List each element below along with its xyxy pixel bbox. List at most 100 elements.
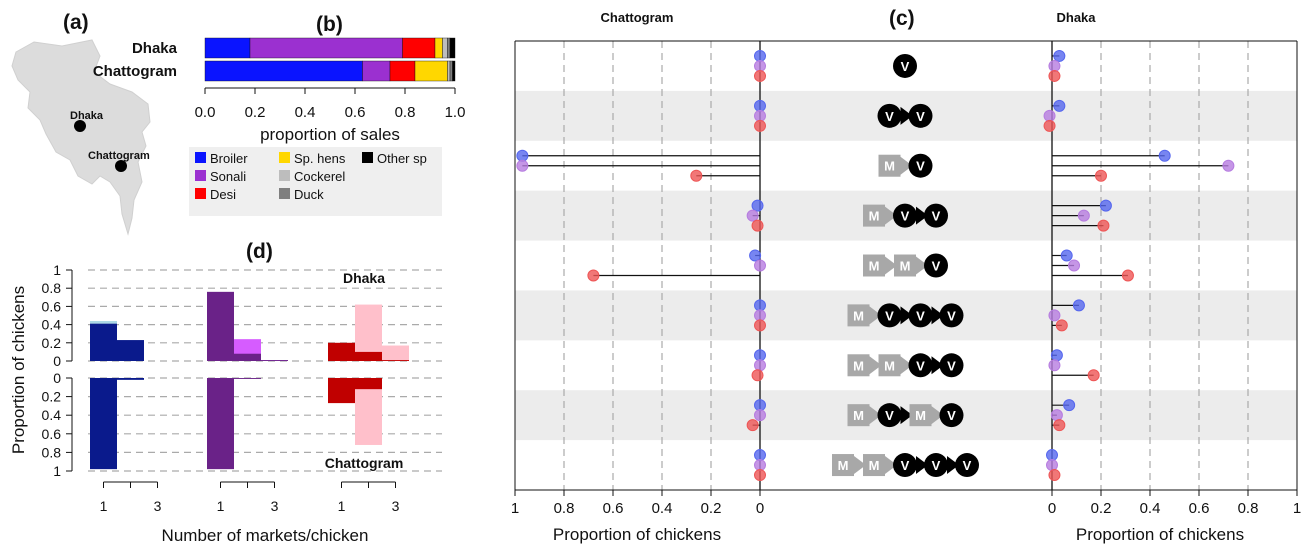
point-chattogram-sonali bbox=[754, 259, 766, 272]
vendor-node bbox=[908, 353, 933, 378]
y-tick-label-top: 0.2 bbox=[42, 335, 62, 351]
vendor-node-label: V bbox=[885, 109, 894, 124]
path-arrow-head bbox=[869, 406, 882, 425]
point-chattogram-desi bbox=[754, 469, 766, 482]
point-chattogram-sonali bbox=[754, 459, 766, 472]
x-tick-label: 3 bbox=[154, 498, 162, 514]
bar-chattogram-dark-desi bbox=[328, 378, 355, 404]
x-tick-label: 1.0 bbox=[445, 104, 466, 121]
vendor-node-label: V bbox=[885, 408, 894, 423]
point-chattogram-broiler bbox=[754, 399, 766, 412]
point-chattogram-desi bbox=[751, 369, 764, 382]
point-dhaka-desi bbox=[1087, 369, 1100, 382]
vendor-node bbox=[924, 253, 948, 278]
vendor-node bbox=[908, 153, 933, 178]
vendor-node bbox=[893, 203, 917, 228]
point-dhaka-desi bbox=[1053, 419, 1066, 432]
vendor-node bbox=[908, 303, 933, 328]
legend-swatch-desi bbox=[195, 188, 206, 199]
bar-segment-duck-dhaka bbox=[447, 37, 451, 59]
point-dhaka-broiler bbox=[1072, 299, 1085, 312]
panel-label-b: (b) bbox=[316, 13, 343, 36]
point-dhaka-sonali bbox=[1046, 459, 1058, 472]
path-arrow-head bbox=[869, 356, 882, 375]
point-dhaka-broiler bbox=[1158, 149, 1171, 162]
chattogram-city-label: Chattogram bbox=[88, 150, 150, 162]
point-chattogram-broiler bbox=[751, 199, 764, 212]
point-chattogram-desi bbox=[690, 169, 703, 182]
market-node bbox=[847, 304, 870, 327]
bar-segment-desi-chattogram bbox=[389, 60, 416, 82]
market-node bbox=[847, 404, 870, 427]
vendor-node-label: V bbox=[932, 259, 941, 274]
point-dhaka-broiler bbox=[1099, 199, 1112, 212]
bar-segment-broiler-chattogram bbox=[204, 60, 363, 82]
bar-dhaka-light-desi bbox=[355, 304, 382, 361]
point-dhaka-sonali bbox=[1222, 159, 1235, 172]
bar-segment-sp-hens-chattogram bbox=[414, 60, 448, 82]
vendor-node-label: V bbox=[932, 458, 941, 473]
bar-segment-duck-chattogram bbox=[449, 60, 453, 82]
path-arrow-head bbox=[916, 206, 928, 225]
y-axis-label: Proportion of chickens bbox=[9, 286, 28, 454]
left-x-tick-label: 1 bbox=[511, 500, 519, 517]
y-tick-label-bottom: 0 bbox=[53, 370, 61, 386]
vendor-node-label: V bbox=[885, 308, 894, 323]
path-arrow-head bbox=[900, 406, 913, 425]
point-dhaka-sonali bbox=[1043, 109, 1056, 122]
path-arrow-head bbox=[885, 206, 897, 225]
point-dhaka-sonali bbox=[1048, 59, 1061, 72]
right-panel-title: Dhaka bbox=[1056, 10, 1096, 25]
bar-dhaka-dark-desi bbox=[382, 360, 409, 361]
legend-entry-cockerel: Cockerel bbox=[294, 169, 345, 184]
right-x-tick-label: 0.4 bbox=[1140, 500, 1161, 517]
market-node-label: M bbox=[853, 308, 864, 323]
vendor-node bbox=[939, 403, 964, 428]
point-chattogram-broiler bbox=[516, 149, 529, 162]
y-tick-label-bottom: 0.8 bbox=[42, 444, 62, 460]
point-dhaka-sonali bbox=[1048, 309, 1061, 322]
market-node-label: M bbox=[838, 458, 849, 473]
point-dhaka-desi bbox=[1048, 469, 1061, 482]
legend-entry-desi: Desi bbox=[210, 187, 236, 202]
point-chattogram-sonali bbox=[754, 109, 766, 122]
bar-segment-sp-hens-dhaka bbox=[434, 37, 443, 59]
market-node bbox=[878, 354, 901, 377]
point-chattogram-broiler bbox=[754, 449, 766, 462]
point-chattogram-desi bbox=[751, 219, 764, 232]
vendor-node-label: V bbox=[963, 458, 972, 473]
point-chattogram-desi bbox=[754, 69, 766, 82]
market-node-label: M bbox=[869, 209, 880, 224]
legend-swatch-sonali bbox=[195, 170, 206, 181]
panel-label-a: (a) bbox=[63, 11, 89, 34]
bar-segment-desi-dhaka bbox=[402, 37, 436, 59]
legend-entry-sonali: Sonali bbox=[210, 169, 246, 184]
y-tick-label-top: 0.6 bbox=[42, 298, 62, 314]
market-node-label: M bbox=[884, 358, 895, 373]
bar-segment-broiler-dhaka bbox=[204, 37, 251, 59]
legend-swatch-broiler bbox=[195, 152, 206, 163]
bar-chattogram-dark-desi bbox=[355, 378, 382, 390]
market-node-label: M bbox=[853, 408, 864, 423]
bar-dhaka-dark-broiler bbox=[117, 340, 144, 361]
point-chattogram-broiler bbox=[754, 299, 766, 312]
bar-dhaka-dark-desi bbox=[328, 342, 355, 361]
dhaka-subplot-label: Dhaka bbox=[343, 270, 385, 286]
market-node bbox=[894, 254, 916, 277]
legend-swatch-other-sp bbox=[362, 152, 373, 163]
bar-chattogram-dark-broiler bbox=[117, 378, 144, 380]
vendor-node bbox=[908, 103, 933, 128]
market-node bbox=[863, 254, 885, 277]
panel-c-dot-plot: Chattogram Dhaka 1 0.8 0.6 0.4 0.2 0 0 0.2 0.4 0.6 0… bbox=[511, 10, 1301, 544]
path-arrow-head bbox=[931, 306, 944, 325]
x-tick-label: 0.0 bbox=[195, 104, 216, 121]
bar-dhaka-dark-sonali bbox=[261, 360, 288, 361]
vendor-node bbox=[877, 103, 902, 128]
path-arrow-head bbox=[916, 256, 928, 275]
bar-chattogram-dark-broiler bbox=[90, 378, 117, 470]
point-dhaka-broiler bbox=[1060, 249, 1073, 262]
dhaka-city-label: Dhaka bbox=[70, 110, 104, 122]
point-chattogram-sonali bbox=[516, 159, 529, 172]
market-node bbox=[863, 204, 885, 227]
left-x-tick-label: 0.6 bbox=[603, 500, 624, 517]
